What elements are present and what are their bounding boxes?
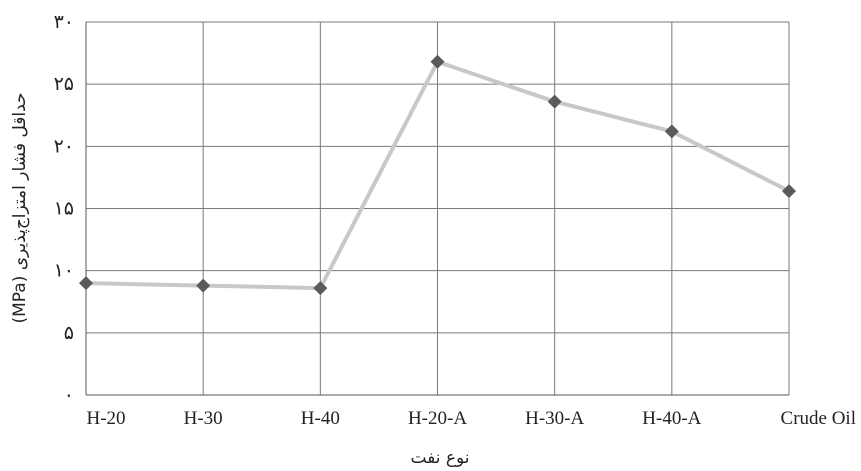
x-axis-label: نوع نفت <box>410 448 469 468</box>
x-tick-label: Crude Oil <box>781 408 856 429</box>
y-tick-label: ۱۵ <box>54 199 74 220</box>
y-tick-labels: ۰ ۵ ۱۰ ۱۵ ۲۰ ۲۵ ۳۰ <box>54 12 74 406</box>
x-tick-labels: H-20 H-30 H-40 H-20-A H-30-A H-40-A Crude Oil <box>86 408 856 429</box>
x-tick-label: H-30 <box>184 408 223 429</box>
chart-axes <box>85 22 789 396</box>
x-tick-label: H-20-A <box>408 408 467 429</box>
data-point-marker <box>79 276 93 291</box>
chart-grid <box>86 21 790 395</box>
data-point-marker <box>547 94 562 109</box>
x-tick-label: H-40 <box>301 408 340 429</box>
y-tick-label: ۲۰ <box>54 136 74 157</box>
x-tick-label: H-20 <box>86 408 125 429</box>
y-tick-label: ۵ <box>64 323 74 344</box>
x-tick-label: H-30-A <box>525 408 584 429</box>
y-tick-label: ۱۰ <box>54 261 74 282</box>
series-markers <box>79 54 796 296</box>
data-point-marker <box>313 281 328 296</box>
y-tick-label: ۲۵ <box>54 74 74 95</box>
x-tick-label: H-40-A <box>642 408 701 429</box>
y-tick-label: ۳۰ <box>54 12 74 33</box>
data-point-marker <box>664 124 679 139</box>
data-point-marker <box>430 54 445 69</box>
data-point-marker <box>196 278 211 293</box>
y-axis-label: حداقل فشار امتزاج‌پذیری (MPa) <box>10 92 30 323</box>
data-point-marker <box>782 184 796 199</box>
y-tick-label: ۰ <box>64 385 74 406</box>
